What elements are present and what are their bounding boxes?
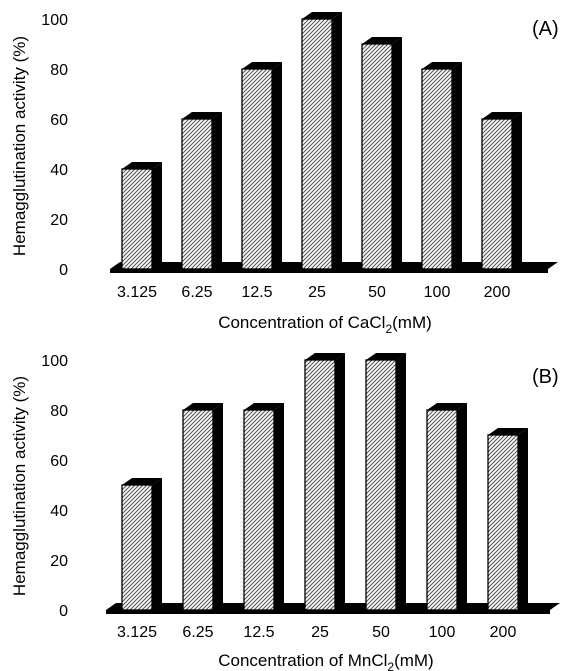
- x-tick-label: 200: [484, 284, 511, 301]
- bar-side: [272, 62, 282, 269]
- x-tick-label: 50: [372, 624, 390, 641]
- bar-top: [183, 403, 223, 410]
- chart-panel-a: Hemagglutination activity (%) (A) 0 20 40 6…: [10, 12, 559, 336]
- y-axis: 0 20 40 60 80 100: [41, 12, 68, 279]
- bar-top: [122, 478, 162, 485]
- bar-front: [182, 409, 214, 611]
- bar-front: [487, 434, 519, 611]
- bar-front: [241, 68, 273, 270]
- bar-front: [304, 359, 336, 611]
- x-tick-label: 25: [308, 284, 326, 301]
- bar-front: [301, 18, 333, 270]
- bar-top: [122, 162, 162, 169]
- x-tick-label: 100: [424, 284, 451, 301]
- bars: [121, 12, 522, 270]
- floor-edge: [110, 269, 548, 273]
- bar: [243, 403, 284, 611]
- bar-top: [244, 403, 284, 410]
- y-tick-label: 80: [50, 62, 68, 79]
- y-axis-label: Hemagglutination activity (%): [10, 376, 29, 596]
- x-axis-label: Concentration of MnCl2(mM): [218, 651, 433, 671]
- x-tick-label: 25: [311, 624, 329, 641]
- y-tick-label: 80: [50, 403, 68, 420]
- bar-side: [335, 353, 345, 610]
- bar: [481, 112, 522, 270]
- x-tick-label: 200: [490, 624, 517, 641]
- bar-front: [421, 68, 453, 270]
- bar-side: [512, 112, 522, 269]
- y-tick-label: 20: [50, 212, 68, 229]
- bar-top: [182, 112, 222, 119]
- bar-front: [365, 359, 397, 611]
- bar-top: [482, 112, 522, 119]
- bar-side: [212, 112, 222, 269]
- bar-top: [242, 62, 282, 69]
- y-tick-label: 60: [50, 112, 68, 129]
- bar-top: [488, 428, 528, 435]
- bar-side: [274, 403, 284, 610]
- x-tick-label: 3.125: [117, 624, 157, 641]
- bar-top: [302, 12, 342, 19]
- bar-side: [452, 62, 462, 269]
- bar-side: [213, 403, 223, 610]
- y-tick-label: 40: [50, 162, 68, 179]
- bar-side: [152, 162, 162, 269]
- bar: [182, 403, 223, 611]
- x-axis: 3.125 6.25 12.5 25 50 100 200: [117, 284, 510, 301]
- chart-panel-b: Hemagglutination activity (%) (B) 0 20 40 6…: [10, 353, 560, 671]
- y-tick-label: 20: [50, 553, 68, 570]
- bar-top: [362, 37, 402, 44]
- x-tick-label: 100: [429, 624, 456, 641]
- bar-top: [422, 62, 462, 69]
- bar: [365, 353, 406, 611]
- bar-top: [366, 353, 406, 360]
- bar-front: [121, 484, 153, 611]
- x-tick-label: 12.5: [243, 624, 274, 641]
- bar-front: [361, 43, 393, 270]
- bar: [426, 403, 467, 611]
- bar-side: [152, 478, 162, 610]
- bar-front: [121, 168, 153, 270]
- bar-front: [481, 118, 513, 270]
- bar: [487, 428, 528, 611]
- x-axis-label: Concentration of CaCl2(mM): [218, 313, 432, 336]
- y-axis: 0 20 40 60 80 100: [41, 353, 68, 620]
- y-tick-label: 0: [59, 262, 68, 279]
- x-tick-label: 6.25: [181, 284, 212, 301]
- bar-front: [426, 409, 458, 611]
- y-axis-label: Hemagglutination activity (%): [10, 36, 29, 256]
- bar: [301, 12, 342, 270]
- bar: [181, 112, 222, 270]
- bar-front: [243, 409, 275, 611]
- bar-top: [305, 353, 345, 360]
- bar-side: [396, 353, 406, 610]
- bars: [121, 353, 528, 611]
- x-tick-label: 3.125: [117, 284, 157, 301]
- bar: [421, 62, 462, 270]
- panel-label: (B): [532, 366, 559, 388]
- bar-top: [427, 403, 467, 410]
- panel-label: (A): [532, 18, 559, 40]
- bar-side: [332, 12, 342, 269]
- bar: [121, 478, 162, 611]
- bar-front: [181, 118, 213, 270]
- bar: [304, 353, 345, 611]
- floor-edge: [106, 610, 550, 614]
- bar-side: [518, 428, 528, 610]
- bar-side: [457, 403, 467, 610]
- y-tick-label: 100: [41, 353, 68, 370]
- bar-side: [392, 37, 402, 269]
- x-tick-label: 50: [368, 284, 386, 301]
- x-axis: 3.125 6.25 12.5 25 50 100 200: [117, 624, 516, 641]
- bar: [361, 37, 402, 270]
- y-tick-label: 40: [50, 503, 68, 520]
- bar: [121, 162, 162, 270]
- y-tick-label: 100: [41, 12, 68, 29]
- y-tick-label: 0: [59, 603, 68, 620]
- x-tick-label: 12.5: [241, 284, 272, 301]
- y-tick-label: 60: [50, 453, 68, 470]
- x-tick-label: 6.25: [182, 624, 213, 641]
- bar: [241, 62, 282, 270]
